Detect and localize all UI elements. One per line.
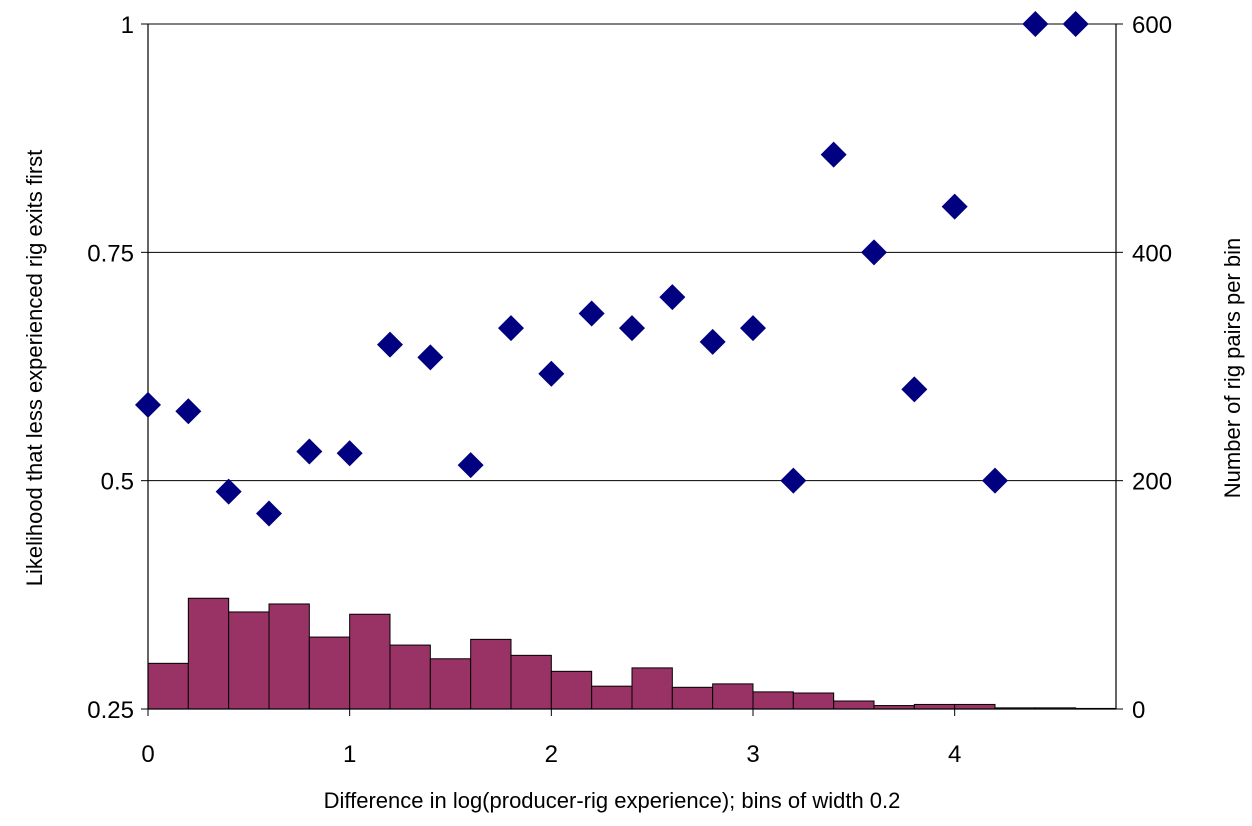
y-left-tick-label: 0.25 <box>87 697 134 724</box>
y-axis-left-title: Likelihood that less experienced rig exi… <box>22 150 47 587</box>
histogram-bar <box>349 613 391 710</box>
scatter-point <box>215 478 242 505</box>
tick-labels: 0 1 2 3 4 0.25 0.5 0.75 1 0 200 400 600 <box>87 12 1172 768</box>
y-axis-right-title: Number of rig pairs per bin <box>1220 238 1245 498</box>
histogram-bar <box>268 603 310 710</box>
scatter-point <box>578 300 605 327</box>
y-right-tick-label: 200 <box>1132 469 1172 496</box>
histogram-bar <box>147 662 189 710</box>
histogram-bar <box>389 644 431 710</box>
histogram-bar <box>954 703 996 710</box>
y-left-tick-label: 1 <box>121 12 134 39</box>
y-left-tick-label: 0.75 <box>87 240 134 267</box>
histogram-bar <box>470 638 512 710</box>
histogram-bar <box>671 686 714 710</box>
axes <box>141 23 1123 716</box>
y-right-tick-label: 400 <box>1132 240 1172 267</box>
histogram-bar <box>913 703 956 710</box>
y-left-tick-label: 0.5 <box>101 469 134 496</box>
scatter-point <box>498 315 524 342</box>
x-tick-label: 0 <box>141 741 154 768</box>
histogram-bar <box>187 597 230 710</box>
histogram-bar <box>712 683 754 710</box>
scatter-point <box>377 331 403 358</box>
histogram-bar <box>228 611 270 710</box>
scatter-point <box>699 328 726 355</box>
scatter-points <box>135 11 1089 527</box>
histogram-bar <box>631 667 673 710</box>
scatter-point <box>1062 11 1089 37</box>
y-right-tick-label: 0 <box>1132 697 1145 724</box>
scatter-point <box>820 141 847 168</box>
scatter-point <box>175 398 202 425</box>
x-tick-label: 3 <box>746 741 759 768</box>
histogram-bar <box>429 658 472 710</box>
scatter-point <box>417 344 444 371</box>
scatter-point <box>135 391 161 418</box>
scatter-point <box>659 284 686 311</box>
histogram-bar <box>792 692 835 710</box>
x-tick-label: 2 <box>545 741 558 768</box>
scatter-point <box>296 438 323 465</box>
scatter-point <box>982 467 1008 494</box>
histogram-bar <box>591 685 633 710</box>
x-axis-title: Difference in log(producer-rig experienc… <box>324 788 901 813</box>
histogram-bar <box>550 670 593 710</box>
scatter-point <box>740 315 766 342</box>
histogram-bar <box>752 691 794 710</box>
scatter-point <box>256 500 282 527</box>
x-tick-label: 1 <box>343 741 356 768</box>
histogram-bar <box>833 700 875 710</box>
scatter-point <box>941 193 968 220</box>
histogram-bar <box>308 636 351 710</box>
scatter-point <box>619 315 645 342</box>
x-tick-label: 4 <box>948 741 961 768</box>
scatter-point <box>861 239 887 266</box>
scatter-point <box>457 452 484 479</box>
histogram-bar <box>510 654 552 710</box>
scatter-point <box>538 360 565 387</box>
histogram-bars <box>147 597 1117 710</box>
y-right-tick-label: 600 <box>1132 12 1172 39</box>
scatter-point <box>901 376 928 403</box>
scatter-point <box>1022 11 1049 37</box>
scatter-point <box>780 467 807 494</box>
scatter-point <box>336 440 363 467</box>
